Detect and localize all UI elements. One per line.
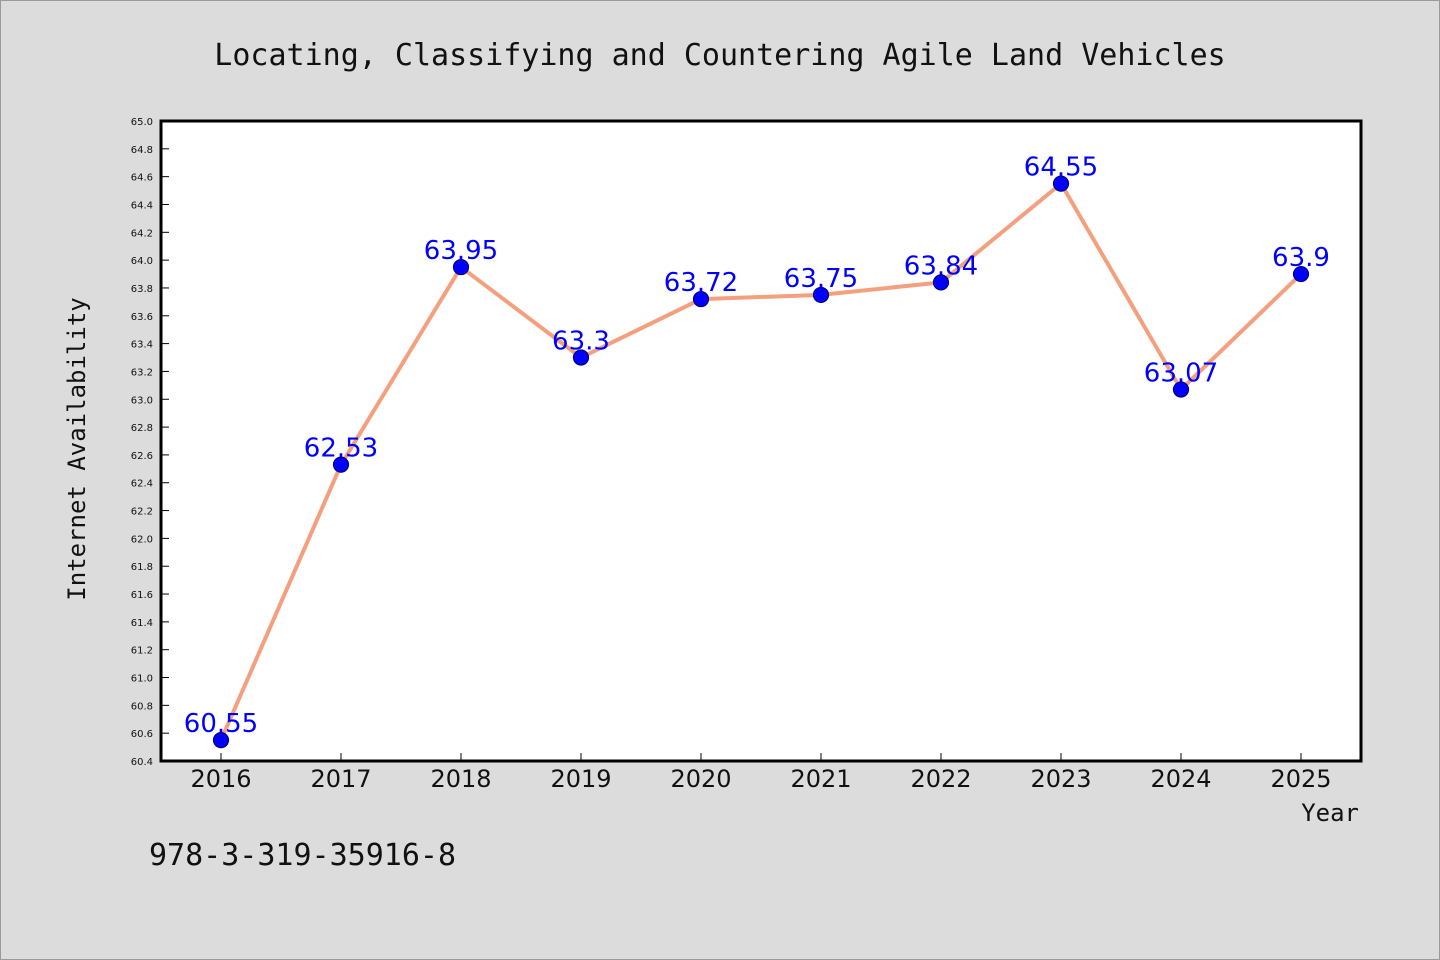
data-label: 63.72 bbox=[664, 268, 738, 298]
data-label: 62.53 bbox=[304, 434, 378, 464]
data-labels: 60.55 62.53 63.95 63.3 63.72 63.75 63.84 64.55 6… bbox=[184, 153, 1330, 740]
y-tick-label: 61.8 bbox=[131, 562, 153, 573]
y-tick-label: 64.6 bbox=[131, 173, 153, 184]
x-tick-label: 2018 bbox=[430, 765, 491, 793]
x-tick-label: 2025 bbox=[1270, 765, 1331, 793]
data-label: 63.9 bbox=[1272, 243, 1330, 273]
data-point bbox=[572, 349, 590, 366]
y-tick-label: 61.4 bbox=[131, 618, 153, 629]
y-tick-label: 62.8 bbox=[131, 423, 153, 434]
y-tick-label: 63.0 bbox=[131, 395, 153, 406]
y-axis-label: Internet Availability bbox=[63, 297, 91, 600]
footnote-isbn: 978-3-319-35916-8 bbox=[149, 838, 456, 873]
y-tick-label: 63.4 bbox=[131, 340, 153, 351]
y-tick-label: 60.8 bbox=[131, 701, 153, 712]
y-tick-label: 62.0 bbox=[131, 534, 153, 545]
data-label: 63.84 bbox=[904, 251, 978, 281]
x-tick-label: 2020 bbox=[670, 765, 731, 793]
x-axis-ticks: 2016 2017 2018 2019 2020 2021 2022 2023 2024 2025 bbox=[190, 753, 1332, 793]
y-tick-label: 62.4 bbox=[131, 479, 153, 490]
x-tick-label: 2023 bbox=[1030, 765, 1091, 793]
data-point bbox=[452, 258, 470, 276]
y-tick-label: 62.2 bbox=[131, 507, 153, 518]
data-point bbox=[1052, 175, 1070, 192]
data-point bbox=[1292, 265, 1310, 283]
y-tick-label: 60.6 bbox=[131, 729, 153, 740]
y-tick-label: 63.8 bbox=[131, 284, 153, 295]
y-tick-label: 61.6 bbox=[131, 590, 153, 601]
y-tick-label: 64.8 bbox=[131, 145, 153, 156]
y-tick-label: 64.4 bbox=[131, 200, 153, 211]
data-point bbox=[332, 456, 350, 473]
data-point bbox=[932, 274, 950, 291]
x-tick-label: 2022 bbox=[910, 765, 971, 793]
data-point bbox=[812, 286, 830, 304]
chart-title: Locating, Classifying and Countering Agi… bbox=[214, 38, 1225, 73]
y-tick-label: 61.0 bbox=[131, 674, 153, 685]
plot-area bbox=[159, 119, 1363, 763]
data-label: 63.75 bbox=[784, 264, 858, 294]
x-tick-label: 2021 bbox=[790, 765, 851, 793]
y-tick-label: 63.6 bbox=[131, 312, 153, 323]
data-point bbox=[1172, 381, 1190, 398]
data-point bbox=[692, 290, 710, 308]
data-label: 63.3 bbox=[552, 327, 610, 357]
data-label: 64.55 bbox=[1024, 153, 1098, 183]
y-tick-label: 65.0 bbox=[131, 117, 153, 128]
y-tick-label: 61.2 bbox=[131, 646, 153, 657]
data-label: 60.55 bbox=[184, 709, 258, 739]
data-label: 63.07 bbox=[1144, 359, 1218, 389]
y-tick-label: 64.2 bbox=[131, 228, 153, 239]
y-tick-label: 60.4 bbox=[131, 757, 153, 768]
x-tick-label: 2024 bbox=[1150, 765, 1211, 793]
y-tick-label: 64.0 bbox=[131, 256, 153, 267]
data-label: 63.95 bbox=[424, 236, 498, 266]
y-tick-label: 62.6 bbox=[131, 451, 153, 462]
series-revenue-line bbox=[212, 175, 1310, 749]
x-tick-label: 2016 bbox=[190, 765, 251, 793]
y-tick-label: 63.2 bbox=[131, 367, 153, 378]
series-line bbox=[219, 181, 1303, 741]
x-axis-label: Year bbox=[1301, 799, 1359, 827]
x-tick-label: 2019 bbox=[550, 765, 611, 793]
y-axis-ticks: 60.4 60.6 60.8 61.0 61.2 61.4 61.6 61.8 62.0 62.2… bbox=[131, 117, 169, 768]
x-tick-label: 2017 bbox=[310, 765, 371, 793]
data-point bbox=[212, 732, 230, 749]
